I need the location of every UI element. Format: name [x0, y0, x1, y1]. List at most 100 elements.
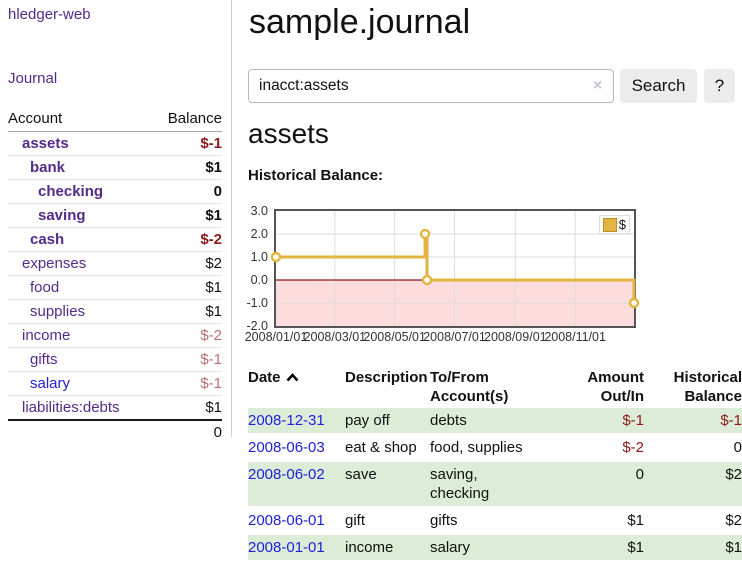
register-row: 2008-12-31 pay off debts $-1 $-1	[248, 408, 742, 433]
clear-search-icon[interactable]: ×	[593, 77, 603, 94]
account-link[interactable]: assets	[22, 135, 69, 152]
accounts-table: Account Balance assets $-1 bank $1 checking 0…	[8, 106, 222, 445]
account-balance: $-1	[200, 135, 222, 152]
transaction-date-link[interactable]: 2008-06-03	[248, 439, 325, 456]
transaction-balance: $2	[725, 512, 742, 529]
account-row: food $1	[8, 276, 222, 300]
account-link[interactable]: supplies	[30, 303, 86, 320]
accounts-total: 0	[213, 424, 222, 441]
y-axis-tick-label: -2.0	[246, 319, 268, 333]
transaction-date-link[interactable]: 2008-12-31	[248, 412, 325, 429]
transaction-description: gift	[345, 512, 366, 529]
column-header-balance: Historical Balance	[673, 369, 742, 405]
legend-swatch-icon	[602, 217, 617, 232]
account-link[interactable]: expenses	[22, 255, 87, 272]
x-axis-tick-label: 2008/11/01	[544, 330, 606, 344]
account-row: income $-2	[8, 324, 222, 348]
account-row: assets $-1	[8, 132, 222, 156]
transaction-accounts: debts	[430, 408, 563, 433]
register-table: Date Description To/From Account(s) Amou…	[248, 360, 742, 562]
column-header-date[interactable]: Date	[248, 362, 345, 406]
account-row: bank $1	[8, 156, 222, 180]
transaction-amount: $1	[627, 512, 644, 529]
register-rows: 2008-12-31 pay off debts $-1 $-1 2008-06-03 ea…	[248, 408, 742, 560]
transaction-balance: $2	[644, 462, 742, 506]
chevron-up-icon	[286, 373, 298, 382]
chart-canvas	[270, 211, 640, 326]
y-axis-tick-label: 0.0	[250, 273, 268, 287]
x-axis-tick-label: 2008/07/01	[423, 330, 486, 344]
account-row: supplies $1	[8, 300, 222, 324]
account-row: liabilities:debts $1	[8, 396, 222, 421]
account-balance: $-2	[200, 231, 222, 248]
register-row: 2008-06-02 save saving, checking 0 $2	[248, 462, 742, 506]
register-row: 2008-06-03 eat & shop food, supplies $-2 0	[248, 435, 742, 460]
app-title-link[interactable]: hledger-web	[8, 6, 91, 23]
y-axis-tick-label: 2.0	[250, 227, 268, 241]
account-balance: $2	[205, 255, 222, 272]
transaction-balance: $-1	[644, 408, 742, 433]
account-balance: $-1	[200, 375, 222, 392]
account-balance: $-1	[200, 351, 222, 368]
y-axis-tick-label: 3.0	[250, 204, 268, 218]
help-button[interactable]: ?	[704, 69, 735, 103]
transaction-accounts: food, supplies	[430, 439, 523, 456]
account-link[interactable]: salary	[30, 375, 71, 392]
transaction-amount: $-1	[563, 408, 644, 433]
accounts-header-account: Account	[8, 110, 63, 127]
account-heading: assets	[248, 118, 329, 149]
legend-label: $	[618, 217, 626, 232]
transaction-accounts: saving, checking	[430, 462, 563, 506]
account-balance: $1	[205, 159, 222, 176]
account-row: expenses $2	[8, 252, 222, 276]
accounts-table-header: Account Balance	[8, 106, 222, 132]
transaction-date-link[interactable]: 2008-06-01	[248, 512, 325, 529]
account-link[interactable]: cash	[30, 231, 65, 248]
search-input[interactable]	[248, 69, 614, 103]
historical-balance-chart: $ 3.0 2.0 1.0 0.0 -1.0 -2.0 2008/01/01 2008/03/…	[234, 204, 742, 349]
account-link[interactable]: income	[22, 327, 71, 344]
sidebar: hledger-web Journal Account Balance asse…	[0, 0, 232, 441]
account-balance: $1	[205, 279, 222, 296]
account-balance: $1	[205, 207, 222, 224]
chart-title: Historical Balance:	[248, 167, 384, 184]
transaction-amount: 0	[563, 462, 644, 506]
account-balance: 0	[213, 183, 222, 200]
transaction-date-link[interactable]: 2008-01-01	[248, 539, 325, 556]
x-axis-tick-label: 2008/05/01	[363, 330, 426, 344]
account-balance: $1	[205, 399, 222, 416]
transaction-date-link[interactable]: 2008-06-02	[248, 466, 325, 483]
transaction-description: save	[345, 462, 430, 506]
account-link[interactable]: saving	[38, 207, 86, 224]
transaction-amount: $1	[563, 535, 644, 560]
account-row: gifts $-1	[8, 348, 222, 372]
account-link[interactable]: gifts	[30, 351, 58, 368]
sidebar-item-journal[interactable]: Journal	[8, 70, 58, 87]
transaction-balance: $1	[644, 535, 742, 560]
accounts-header-balance: Balance	[167, 110, 222, 127]
y-axis-tick-label: 1.0	[250, 250, 268, 264]
transaction-amount: $-2	[622, 439, 644, 456]
account-link[interactable]: liabilities:debts	[22, 399, 120, 416]
accounts-rows: assets $-1 bank $1 checking 0 saving $1 cash $-2 e…	[8, 132, 222, 421]
column-header-amount: Amount Out/In	[587, 369, 644, 405]
account-row: saving $1	[8, 204, 222, 228]
page-title: sample.journal	[249, 3, 471, 41]
x-axis-tick-label: 2008/09/01	[484, 330, 547, 344]
account-row: cash $-2	[8, 228, 222, 252]
account-row: checking 0	[8, 180, 222, 204]
transaction-balance: 0	[733, 439, 742, 456]
chart-plot-area: $	[270, 209, 640, 328]
chart-legend: $	[598, 215, 630, 234]
x-axis-tick-label: 2008/01/01	[244, 330, 308, 344]
transaction-accounts: gifts	[430, 512, 458, 529]
transaction-accounts: salary	[430, 535, 563, 560]
account-link[interactable]: bank	[30, 159, 66, 176]
y-axis-tick-label: -1.0	[246, 296, 268, 310]
search-button[interactable]: Search	[620, 69, 697, 103]
transaction-description: eat & shop	[345, 439, 417, 456]
account-link[interactable]: food	[30, 279, 60, 296]
register-header-row: Date Description To/From Account(s) Amou…	[248, 362, 742, 406]
account-link[interactable]: checking	[38, 183, 104, 200]
